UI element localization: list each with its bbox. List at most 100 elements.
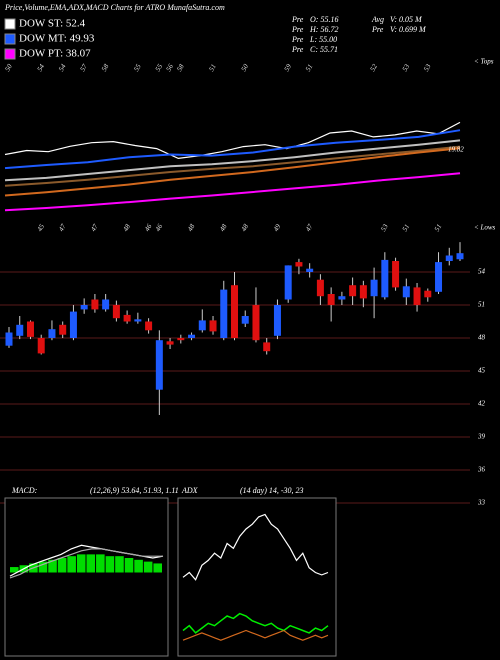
date-label: 56: [165, 62, 176, 72]
date-label: 45: [36, 222, 47, 232]
date-label: 53: [401, 62, 412, 72]
stat-value: H: 56.72: [309, 25, 338, 34]
candle-body: [123, 314, 131, 322]
histogram-bar: [57, 558, 67, 573]
tops-label: < Tops: [474, 58, 494, 66]
histogram-bar: [153, 563, 162, 573]
histogram-bar: [10, 567, 19, 573]
series-line: [182, 629, 329, 641]
y-tick-label: 39: [477, 433, 486, 441]
date-label: 57: [79, 62, 90, 72]
histogram-bar: [38, 561, 48, 573]
date-label: 48: [240, 222, 251, 232]
y-tick-label: 36: [477, 466, 486, 474]
candle-body: [316, 279, 324, 297]
date-label: 47: [57, 222, 68, 232]
y-tick-label: 33: [477, 499, 486, 507]
date-label: 48: [122, 222, 133, 232]
histogram-bar: [134, 559, 143, 573]
candle-body: [381, 259, 389, 298]
date-label: 50: [3, 62, 14, 72]
candle-body: [273, 305, 281, 336]
candle-body: [16, 324, 24, 336]
candle-body: [349, 285, 357, 297]
candle-body: [445, 255, 453, 261]
y-tick-label: 51: [478, 301, 485, 309]
candle-body: [252, 305, 260, 341]
candle-body: [370, 279, 378, 297]
candle-body: [134, 319, 142, 322]
date-label: 59: [283, 62, 294, 72]
candle-body: [209, 320, 217, 332]
histogram-bar: [115, 556, 124, 573]
candle-body: [5, 332, 13, 346]
date-label: 55: [132, 62, 143, 72]
date-label: 47: [304, 222, 315, 232]
stat-label: Pre: [291, 15, 304, 24]
candle-body: [91, 299, 99, 310]
date-label: 54: [57, 62, 68, 72]
series-line: [4, 145, 461, 187]
histogram-bar: [76, 554, 86, 573]
legend-text: DOW ST: 52.4: [19, 18, 86, 30]
series-line: [4, 139, 461, 182]
series-line: [4, 121, 461, 160]
legend-swatch: [4, 48, 16, 60]
y-tick-label: 45: [478, 367, 486, 375]
stat-value: O: 55.16: [310, 15, 338, 24]
candle-body: [69, 311, 77, 338]
candle-body: [306, 268, 314, 272]
y-tick-label: 54: [478, 268, 486, 276]
date-label: 48: [218, 222, 229, 232]
stat-value: V: 0.05 M: [390, 15, 423, 24]
date-label: 49: [272, 222, 283, 232]
date-label: 51: [207, 63, 217, 73]
stat-value: L: 55.00: [309, 35, 337, 44]
candle-body: [456, 253, 464, 260]
panel: [4, 497, 169, 657]
histogram-bar: [86, 554, 96, 573]
candle-body: [263, 342, 271, 352]
date-label: 53: [379, 222, 390, 232]
stat-label: Pre: [291, 35, 304, 44]
date-label: 53: [422, 62, 433, 72]
candle-body: [155, 340, 163, 390]
stat-label: Pre: [291, 25, 304, 34]
date-label: 58: [175, 62, 186, 72]
lows-label: < Lows: [474, 224, 496, 232]
candle-body: [177, 338, 185, 341]
histogram-bar: [48, 559, 57, 573]
legend-text: DOW MT: 49.93: [19, 33, 95, 45]
candle-body: [424, 290, 432, 298]
candle-body: [145, 321, 153, 331]
stat-value: V: 0.699 M: [390, 25, 427, 34]
date-label: 47: [89, 222, 100, 232]
panel-label: ADX: [181, 486, 199, 495]
panel-label: MACD:: [11, 486, 38, 495]
candle-body: [37, 338, 45, 354]
y-tick-label: 48: [478, 334, 486, 342]
date-label: 52: [369, 62, 380, 72]
chart-title: Price,Volume,EMA,ADX,MACD Charts for ATR…: [4, 3, 225, 12]
date-label: 58: [100, 62, 111, 72]
date-label: 50: [240, 62, 251, 72]
candle-body: [48, 329, 56, 338]
histogram-bar: [96, 554, 105, 573]
date-label: 46: [143, 222, 154, 232]
series-line: [182, 513, 329, 581]
candle-body: [392, 261, 400, 288]
series-line: [4, 147, 461, 197]
series-line: [182, 612, 329, 634]
candle-body: [413, 287, 421, 305]
legend-text: DOW PT: 38.07: [19, 48, 91, 60]
stat-label: Avg: [371, 15, 384, 24]
candle-body: [402, 286, 410, 298]
date-label: 46: [154, 222, 165, 232]
candle-body: [359, 285, 367, 299]
candle-body: [220, 289, 228, 338]
series-line: [4, 129, 461, 170]
candle-body: [338, 296, 346, 300]
candle-body: [198, 320, 206, 331]
candle-body: [112, 305, 120, 319]
date-label: 55: [154, 62, 165, 72]
